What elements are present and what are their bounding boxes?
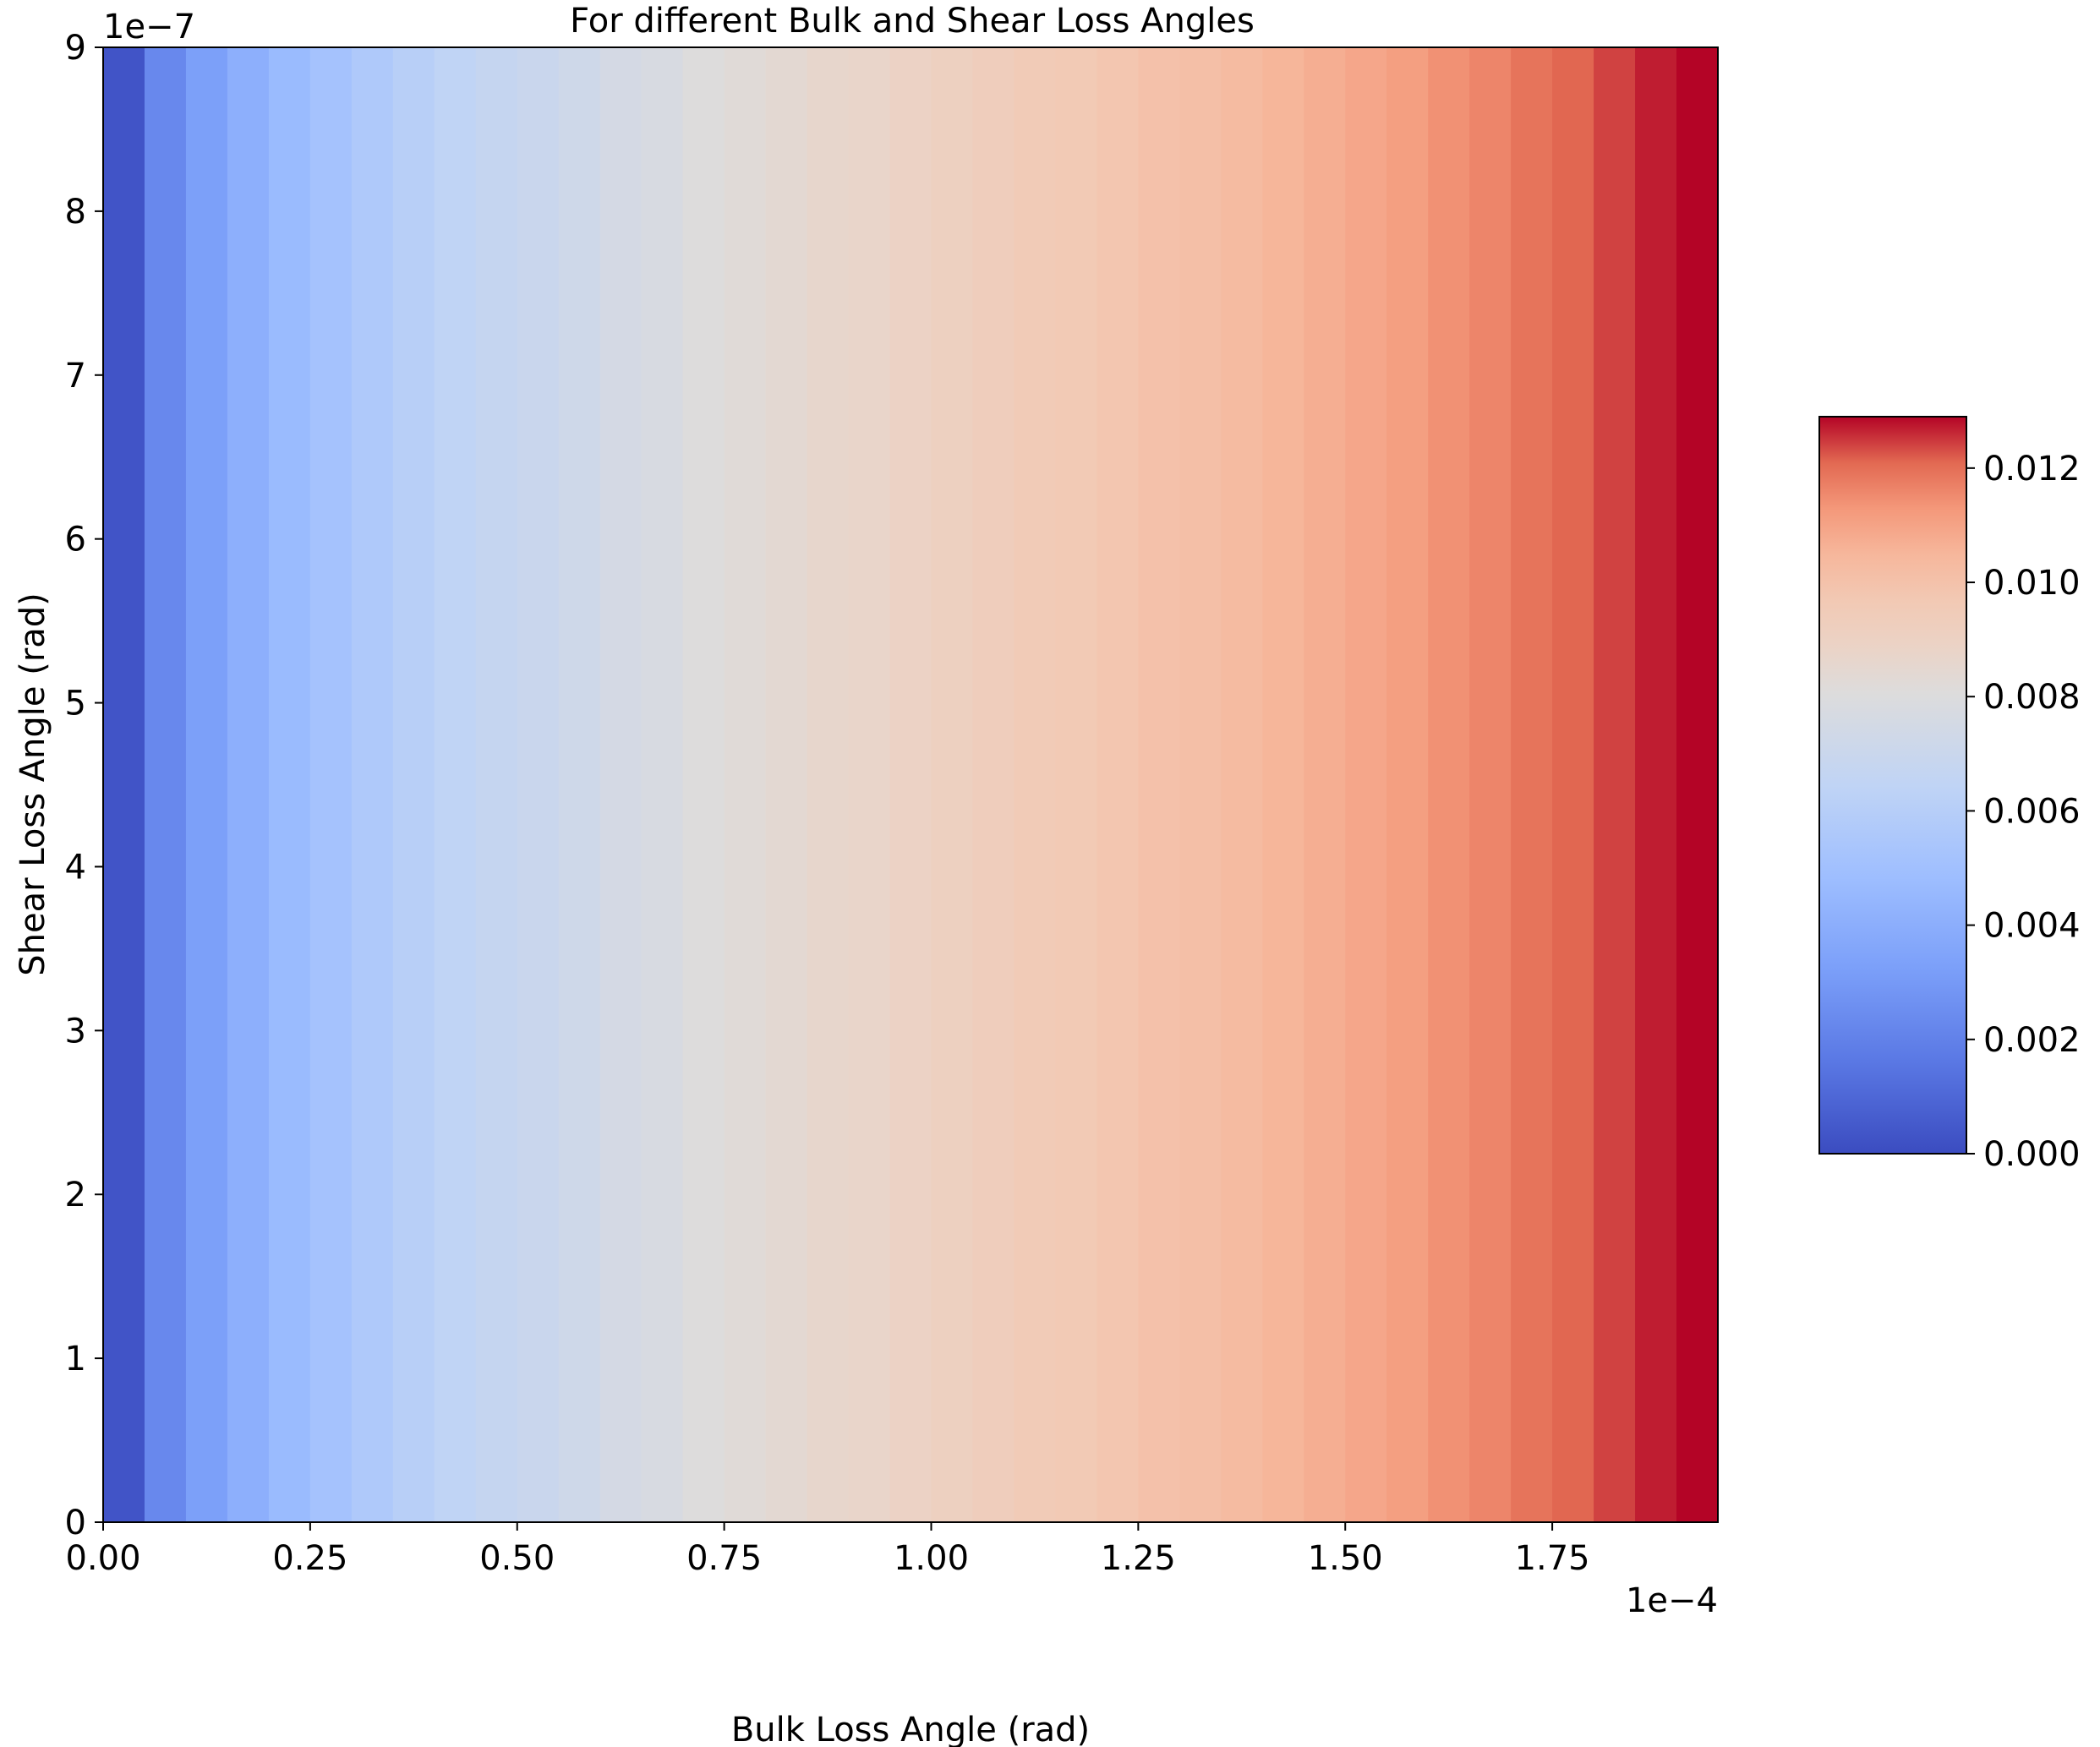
heatmap-cell (1594, 47, 1636, 1522)
y-axis-label: Shear Loss Angle (rad) (14, 592, 52, 976)
heatmap-cells (103, 47, 1719, 1522)
heatmap-cell (268, 47, 311, 1522)
heatmap-cell (1138, 47, 1180, 1522)
heatmap-cell (185, 47, 228, 1522)
heatmap-cell (517, 47, 560, 1522)
y-tick-label: 6 (65, 521, 86, 560)
heatmap-cell (1676, 47, 1719, 1522)
heatmap-cell (309, 47, 353, 1522)
x-tick-label: 0.00 (65, 1539, 140, 1578)
heatmap-cell (1635, 47, 1677, 1522)
y-tick-label: 0 (65, 1504, 86, 1542)
x-axis-ticks: 0.00 0.25 0.50 0.75 1.00 1.25 1.50 1.75 (65, 1522, 1590, 1578)
y-tick-label: 4 (65, 848, 86, 887)
x-tick-label: 1.00 (894, 1539, 969, 1578)
heatmap-cell (392, 47, 435, 1522)
y-tick-label: 1 (65, 1340, 86, 1378)
heatmap-cell (558, 47, 601, 1522)
heatmap-cell (931, 47, 974, 1522)
colorbar-tick-label: 0.004 (1983, 907, 2081, 946)
heatmap-cell (848, 47, 891, 1522)
colorbar (1818, 416, 1967, 1155)
x-tick-label: 0.50 (479, 1539, 555, 1578)
heatmap-cell (599, 47, 643, 1522)
y-tick-label: 9 (65, 29, 86, 68)
heatmap-cell (1014, 47, 1057, 1522)
colorbar-tick-label: 0.000 (1983, 1135, 2081, 1174)
heatmap-cell (1096, 47, 1139, 1522)
heatmap-cell (972, 47, 1015, 1522)
x-tick-label: 1.75 (1515, 1539, 1590, 1578)
x-tick-label: 0.25 (272, 1539, 347, 1578)
heatmap-cell (1511, 47, 1553, 1522)
x-tick-label: 1.25 (1101, 1539, 1176, 1578)
y-tick-label: 2 (65, 1176, 86, 1215)
heatmap-cell (1386, 47, 1429, 1522)
heatmap-cell (1221, 47, 1263, 1522)
y-tick-label: 5 (65, 685, 86, 723)
colorbar-tick-label: 0.012 (1983, 450, 2081, 489)
colorbar-tick-label: 0.010 (1983, 564, 2081, 603)
x-tick-label: 1.50 (1308, 1539, 1383, 1578)
heatmap-cell (1179, 47, 1222, 1522)
heatmap-cell (1055, 47, 1097, 1522)
y-tick-label: 3 (65, 1012, 86, 1051)
y-tick-label: 7 (65, 357, 86, 396)
plot-frame (102, 46, 1719, 1523)
x-tick-label: 0.75 (686, 1539, 762, 1578)
y-tick-label: 8 (65, 193, 86, 232)
y-axis-multiplier: 1e−7 (103, 8, 195, 46)
heatmap-cell (682, 47, 725, 1522)
chart-title: For different Bulk and Shear Loss Angles (570, 2, 1255, 41)
heatmap-cell (1304, 47, 1346, 1522)
colorbar-tick-label: 0.006 (1983, 792, 2081, 831)
colorbar-ticks: 0.000 0.002 0.004 0.006 0.008 0.010 0.012 (1966, 450, 2081, 1174)
heatmap-cell (1428, 47, 1470, 1522)
heatmap-cell (144, 47, 187, 1522)
heatmap-cell (641, 47, 684, 1522)
heatmap-cell (475, 47, 518, 1522)
heatmap-cell (227, 47, 270, 1522)
heatmap-cell (103, 47, 145, 1522)
x-axis-label: Bulk Loss Angle (rad) (731, 1711, 1090, 1747)
colorbar-tick-label: 0.002 (1983, 1021, 2081, 1060)
x-axis-multiplier: 1e−4 (1626, 1581, 1718, 1620)
heatmap-cell (765, 47, 808, 1522)
heatmap-cell (1552, 47, 1594, 1522)
heatmap-cell (724, 47, 767, 1522)
colorbar-tick-label: 0.008 (1983, 678, 2081, 717)
y-axis-ticks: 0 1 2 3 4 5 6 7 8 9 (65, 29, 103, 1542)
heatmap-cell (807, 47, 850, 1522)
heatmap-cell (1262, 47, 1304, 1522)
heatmap-cell (889, 47, 932, 1522)
heatmap-cell (434, 47, 477, 1522)
heatmap-cell (1345, 47, 1387, 1522)
heatmap-cell (1469, 47, 1512, 1522)
heatmap-cell (351, 47, 394, 1522)
